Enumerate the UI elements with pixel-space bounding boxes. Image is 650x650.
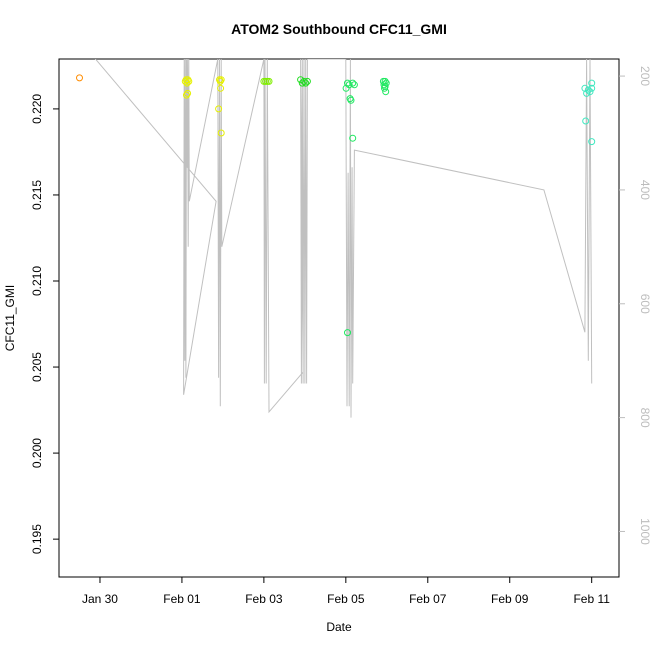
data-point: [349, 79, 357, 87]
right-tick-label: 800: [638, 408, 650, 428]
data-point: [183, 91, 190, 99]
scatter-points: [76, 74, 596, 590]
right-tick-label: 200: [638, 66, 650, 86]
data-point: [76, 74, 83, 82]
y-tick-label: 0.210: [30, 266, 44, 296]
y-tick-label: 0.220: [30, 94, 44, 124]
y-axis: 0.195 0.200 0.205 0.210 0.215 0.220: [30, 94, 59, 554]
right-tick-label: 1000: [638, 518, 650, 545]
data-point: [350, 584, 356, 590]
data-point: [185, 77, 193, 85]
plot-frame: [58, 58, 620, 578]
data-point: [184, 89, 192, 97]
right-tick-label: 600: [638, 294, 650, 314]
data-point: [349, 134, 357, 142]
x-tick-label: Feb 09: [491, 592, 529, 606]
right-tick-label: 400: [638, 180, 650, 200]
data-point: [582, 117, 590, 125]
y-tick-label: 0.215: [30, 180, 44, 210]
data-point: [382, 79, 390, 87]
data-point: [588, 79, 596, 87]
x-tick-label: Feb 11: [573, 592, 610, 606]
data-point: [347, 96, 355, 104]
data-point: [381, 83, 389, 90]
data-point: [300, 77, 308, 85]
x-tick-label: Feb 03: [245, 592, 283, 606]
data-point: [381, 77, 389, 85]
data-point: [588, 84, 596, 92]
data-point: [265, 77, 273, 85]
data-point: [350, 81, 358, 89]
y-axis-label: CFC11_GMI: [3, 285, 17, 351]
data-point: [382, 88, 390, 96]
data-point: [588, 138, 596, 146]
x-axis: Jan 30 Feb 01 Feb 03 Feb 05 Feb 07 Feb 09 Feb …: [82, 577, 610, 606]
data-point: [217, 84, 225, 92]
data-point: [583, 89, 591, 97]
data-point: [302, 79, 310, 87]
data-point: [344, 79, 351, 87]
x-tick-label: Feb 07: [409, 592, 447, 606]
pressure-track-line: [94, 59, 593, 418]
y-tick-label: 0.200: [30, 438, 44, 468]
data-point: [183, 79, 191, 87]
data-point: [215, 105, 223, 113]
x-tick-label: Feb 05: [327, 592, 365, 606]
data-point: [303, 77, 311, 85]
data-point: [584, 86, 592, 94]
data-point: [586, 88, 594, 96]
right-axis: 200 400 600 800 1000: [619, 66, 650, 545]
pressure-track: [94, 59, 593, 418]
x-axis-label: Date: [326, 620, 352, 634]
data-point: [380, 81, 388, 89]
chart-title: ATOM2 Southbound CFC11_GMI: [231, 21, 447, 37]
data-point: [217, 76, 225, 84]
data-point: [345, 81, 353, 89]
data-point: [344, 329, 351, 337]
y-tick-label: 0.195: [30, 524, 44, 554]
data-point: [297, 76, 305, 84]
x-tick-label: Jan 30: [82, 592, 118, 606]
x-tick-label: Feb 01: [163, 592, 201, 606]
data-point: [217, 129, 225, 137]
y-tick-label: 0.205: [30, 352, 44, 382]
